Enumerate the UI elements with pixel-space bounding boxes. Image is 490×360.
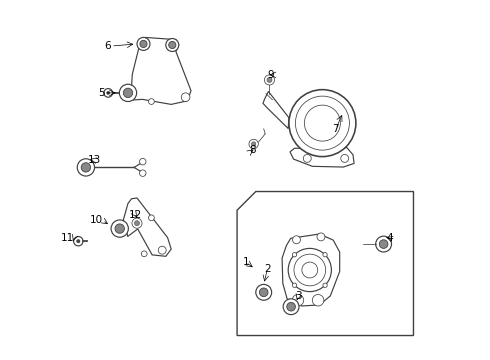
Circle shape — [376, 236, 392, 252]
Circle shape — [302, 262, 318, 278]
Circle shape — [107, 91, 110, 94]
Circle shape — [295, 96, 349, 150]
Circle shape — [293, 283, 296, 287]
Circle shape — [265, 75, 274, 85]
Circle shape — [256, 284, 271, 300]
Circle shape — [249, 139, 258, 149]
Circle shape — [303, 154, 311, 162]
Polygon shape — [132, 37, 191, 104]
Circle shape — [293, 236, 300, 244]
Text: 8: 8 — [249, 145, 255, 156]
Circle shape — [111, 220, 128, 237]
Text: 11: 11 — [61, 233, 74, 243]
Circle shape — [123, 88, 133, 98]
Polygon shape — [263, 91, 289, 129]
Polygon shape — [282, 234, 340, 306]
Circle shape — [158, 246, 166, 254]
Circle shape — [294, 254, 326, 286]
Polygon shape — [123, 198, 171, 256]
Circle shape — [115, 224, 124, 233]
Text: 4: 4 — [387, 233, 393, 243]
Text: 13: 13 — [88, 155, 101, 165]
Circle shape — [77, 159, 95, 176]
Text: 1: 1 — [243, 257, 249, 267]
Circle shape — [169, 41, 176, 49]
Circle shape — [288, 248, 331, 292]
Circle shape — [289, 90, 356, 157]
Circle shape — [317, 233, 325, 241]
Circle shape — [132, 218, 142, 228]
Text: 12: 12 — [129, 210, 142, 220]
Circle shape — [120, 84, 137, 102]
Circle shape — [283, 299, 299, 315]
Text: 10: 10 — [89, 215, 102, 225]
Circle shape — [141, 251, 147, 257]
Circle shape — [304, 105, 341, 141]
Circle shape — [140, 158, 146, 165]
Circle shape — [293, 253, 296, 257]
Circle shape — [148, 99, 154, 104]
Circle shape — [166, 39, 179, 51]
Text: 7: 7 — [332, 124, 339, 134]
Circle shape — [379, 240, 388, 248]
Circle shape — [259, 288, 268, 297]
Circle shape — [134, 221, 140, 226]
Circle shape — [267, 77, 272, 82]
Circle shape — [287, 302, 295, 311]
Circle shape — [341, 154, 349, 162]
Text: 5: 5 — [98, 88, 104, 98]
Circle shape — [74, 237, 83, 246]
Circle shape — [137, 37, 150, 50]
Polygon shape — [237, 192, 414, 336]
Circle shape — [148, 215, 154, 221]
Circle shape — [140, 170, 146, 176]
Circle shape — [323, 253, 327, 257]
Circle shape — [81, 163, 91, 172]
Circle shape — [104, 89, 113, 97]
Circle shape — [76, 239, 80, 243]
Circle shape — [251, 142, 256, 146]
Text: 9: 9 — [267, 70, 273, 80]
Text: 6: 6 — [104, 41, 111, 51]
Circle shape — [323, 283, 327, 287]
Text: 2: 2 — [264, 264, 270, 274]
Circle shape — [140, 40, 147, 48]
Circle shape — [312, 294, 324, 306]
Polygon shape — [290, 148, 354, 167]
Circle shape — [292, 294, 304, 306]
Circle shape — [181, 93, 190, 102]
Text: 3: 3 — [295, 291, 301, 301]
